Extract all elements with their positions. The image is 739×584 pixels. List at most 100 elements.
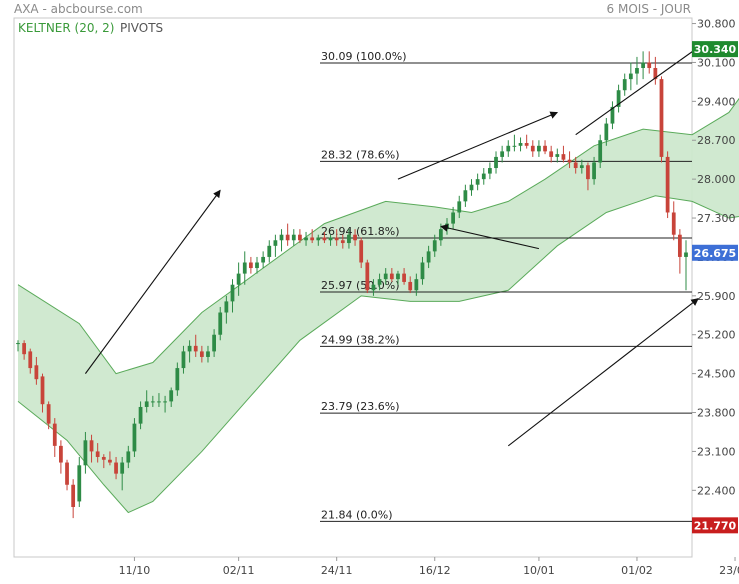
candle-body (340, 240, 345, 244)
candle-body (144, 401, 149, 407)
candle-body (230, 284, 235, 302)
candle-body (224, 301, 229, 313)
y-tick-label: 28.000 (697, 173, 736, 186)
candle-body (475, 179, 480, 185)
x-tick-label: 02/11 (223, 564, 255, 577)
candle-body (187, 345, 192, 352)
candle-body (95, 451, 100, 457)
candle-body (488, 168, 492, 174)
chart-title: AXA - abcbourse.com (14, 2, 143, 16)
candle-body (206, 351, 210, 357)
candle-body (524, 143, 529, 146)
candle-body (653, 68, 658, 80)
candle-body (273, 240, 278, 246)
candle-body (420, 262, 425, 280)
y-tick-label: 30.800 (697, 18, 736, 31)
candle-body (671, 212, 676, 235)
candle-body (34, 365, 39, 380)
fib-level-label: 21.84 (0.0%) (321, 508, 393, 521)
candle-body (616, 90, 621, 107)
legend-pivots[interactable]: PIVOTS (120, 21, 164, 35)
candle-body (157, 401, 161, 403)
y-tick-label: 24.500 (697, 368, 736, 381)
candle-body (279, 234, 284, 241)
candle-body (543, 145, 547, 152)
x-tick-label: 11/10 (119, 564, 151, 577)
candle-body (83, 440, 88, 466)
keltner-lower-line (17, 195, 739, 514)
candle-body (150, 401, 155, 403)
candle-body (334, 237, 339, 241)
y-tick-label: 25.200 (697, 329, 736, 342)
candle-body (291, 234, 296, 241)
candle-body (659, 79, 664, 157)
y-tick-label: 23.100 (697, 445, 736, 458)
candle-body (555, 154, 560, 157)
y-tick-label: 23.800 (697, 407, 736, 420)
fib-level-label: 23.79 (23.6%) (321, 400, 400, 413)
candle-body (457, 201, 462, 213)
candle-body (28, 351, 33, 369)
x-tick-label: 23/02 (719, 564, 739, 577)
candle-body (549, 151, 554, 157)
candle-body (438, 229, 443, 241)
candle-body (500, 151, 505, 157)
candle-body (451, 212, 456, 224)
price-label-high: 30.340 (694, 43, 737, 56)
candle-body (310, 237, 315, 241)
fib-level-label: 28.32 (78.6%) (321, 148, 400, 161)
y-tick-label: 30.100 (697, 56, 736, 69)
candle-body (255, 262, 259, 269)
candle-body (242, 262, 247, 274)
candle-body (396, 273, 400, 280)
candle-body (16, 343, 20, 345)
candle-body (579, 165, 584, 169)
candle-body (114, 462, 118, 474)
candle-body (101, 456, 106, 460)
candle-body (120, 462, 125, 474)
keltner-band (18, 98, 739, 513)
trend-arrow (84, 189, 221, 374)
candle-body (537, 145, 541, 152)
candle-body (175, 368, 180, 391)
candle-body (414, 279, 419, 291)
y-tick-label: 25.900 (697, 290, 736, 303)
candle-body (126, 451, 131, 463)
y-tick-label: 29.400 (697, 95, 736, 108)
candle-body (138, 406, 143, 424)
candle-body (304, 237, 308, 241)
candle-body (347, 234, 351, 244)
y-tick-label: 27.300 (697, 212, 736, 225)
fib-level-label: 26.94 (61.8%) (321, 225, 400, 238)
candle-body (463, 190, 468, 202)
y-tick-label: 28.700 (697, 134, 736, 147)
legend-keltner[interactable]: KELTNER (20, 2) (18, 21, 115, 35)
candle-body (132, 423, 137, 452)
candle-body (267, 245, 272, 257)
candle-body (573, 162, 578, 169)
candle-body (598, 140, 603, 163)
candle-body (635, 68, 639, 74)
price-label-last: 26.675 (694, 247, 736, 260)
trend-arrow (440, 224, 540, 250)
fib-level-label: 25.97 (50.0%) (321, 279, 400, 292)
candle-body (322, 237, 327, 241)
price-box-low (692, 517, 738, 534)
y-tick-label: 22.400 (697, 484, 736, 497)
candle-body (481, 173, 486, 180)
candle-body (163, 401, 167, 403)
x-tick-label: 01/02 (621, 564, 653, 577)
candle-body (59, 445, 63, 463)
candle-body (212, 334, 216, 352)
candle-body (469, 184, 474, 191)
candle-body (684, 252, 688, 257)
candle-body (371, 284, 376, 291)
candle-body (426, 251, 431, 263)
x-tick-label: 16/12 (419, 564, 451, 577)
candle-body (432, 240, 437, 252)
candle-body (506, 145, 511, 152)
candle-body (359, 240, 364, 263)
x-tick-label: 10/01 (523, 564, 555, 577)
candle-body (383, 273, 388, 280)
